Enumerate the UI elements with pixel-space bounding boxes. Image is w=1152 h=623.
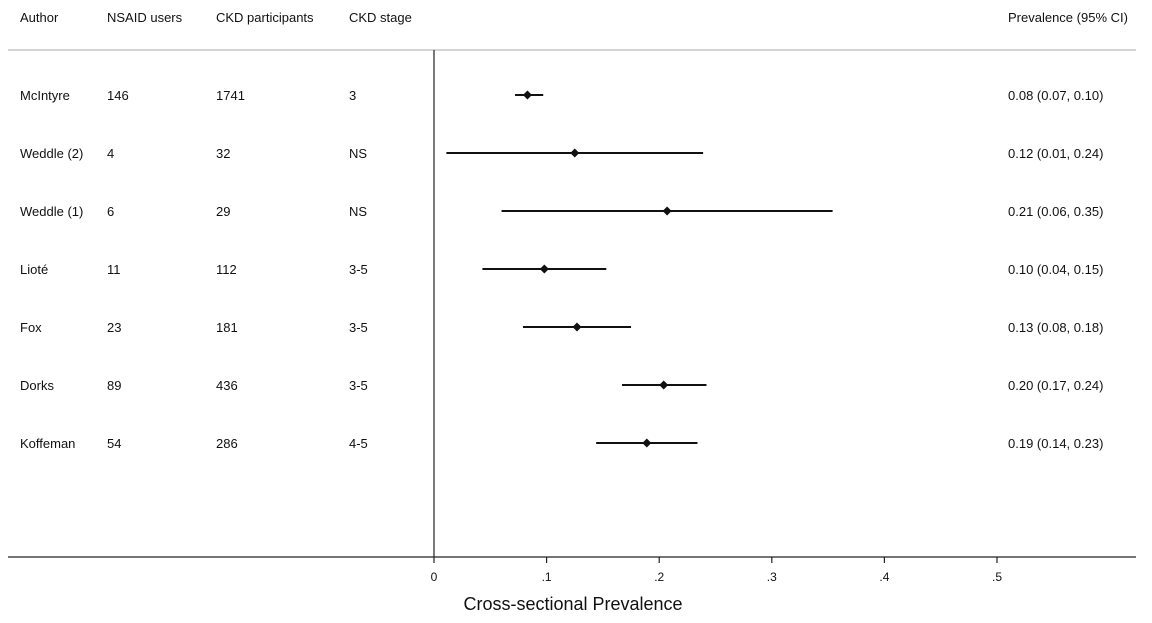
study-row: Koffeman 54 286 4-5 0.19 (0.14, 0.23): [20, 436, 1103, 451]
header-ckd-participants: CKD participants: [216, 10, 314, 25]
x-tick-label: 0: [431, 570, 438, 584]
estimate-point: [642, 438, 652, 448]
study-row: Weddle (2) 4 32 NS 0.12 (0.01, 0.24): [20, 146, 1103, 161]
ckd-participants-cell: 29: [216, 204, 230, 219]
study-row: Dorks 89 436 3-5 0.20 (0.17, 0.24): [20, 378, 1103, 393]
nsaid-users-cell: 23: [107, 320, 121, 335]
x-axis-ticks: 0 .1 .2 .3 .4 .5: [431, 557, 1002, 584]
prevalence-ci-label: 0.21 (0.06, 0.35): [1008, 204, 1103, 219]
ckd-participants-cell: 436: [216, 378, 238, 393]
prevalence-ci-label: 0.10 (0.04, 0.15): [1008, 262, 1103, 277]
header-ckd-stage: CKD stage: [349, 10, 412, 25]
author-cell: Lioté: [20, 262, 48, 277]
x-tick-label: .3: [767, 570, 777, 584]
column-headers: Author NSAID users CKD participants CKD …: [20, 10, 1128, 25]
estimate-point: [570, 148, 580, 158]
ckd-stage-cell: 3-5: [349, 262, 368, 277]
prevalence-ci-label: 0.19 (0.14, 0.23): [1008, 436, 1103, 451]
study-row: McIntyre 146 1741 3 0.08 (0.07, 0.10): [20, 88, 1103, 103]
nsaid-users-cell: 146: [107, 88, 129, 103]
ckd-participants-cell: 32: [216, 146, 230, 161]
study-rows: McIntyre 146 1741 3 0.08 (0.07, 0.10) Weddle …: [20, 88, 1103, 451]
study-row: Fox 23 181 3-5 0.13 (0.08, 0.18): [20, 320, 1103, 335]
author-cell: McIntyre: [20, 88, 70, 103]
ckd-stage-cell: 3-5: [349, 378, 368, 393]
ckd-participants-cell: 286: [216, 436, 238, 451]
ckd-stage-cell: NS: [349, 204, 367, 219]
prevalence-ci-label: 0.13 (0.08, 0.18): [1008, 320, 1103, 335]
ckd-participants-cell: 112: [216, 262, 237, 277]
prevalence-ci-label: 0.12 (0.01, 0.24): [1008, 146, 1103, 161]
nsaid-users-cell: 11: [107, 262, 121, 277]
x-axis-label: Cross-sectional Prevalence: [463, 594, 682, 614]
header-nsaid-users: NSAID users: [107, 10, 183, 25]
ckd-stage-cell: 3-5: [349, 320, 368, 335]
x-tick-label: .1: [542, 570, 552, 584]
ckd-stage-cell: 4-5: [349, 436, 368, 451]
x-tick-label: .4: [879, 570, 889, 584]
estimate-point: [572, 322, 582, 332]
nsaid-users-cell: 6: [107, 204, 114, 219]
estimate-point: [662, 206, 672, 216]
ckd-stage-cell: 3: [349, 88, 356, 103]
x-tick-label: .2: [654, 570, 664, 584]
nsaid-users-cell: 89: [107, 378, 121, 393]
estimate-point: [522, 90, 532, 100]
estimate-point: [539, 264, 549, 274]
author-cell: Koffeman: [20, 436, 75, 451]
header-prevalence: Prevalence (95% CI): [1008, 10, 1128, 25]
ckd-participants-cell: 181: [216, 320, 238, 335]
nsaid-users-cell: 54: [107, 436, 121, 451]
prevalence-ci-label: 0.20 (0.17, 0.24): [1008, 378, 1103, 393]
study-row: Weddle (1) 6 29 NS 0.21 (0.06, 0.35): [20, 204, 1103, 219]
estimate-point: [659, 380, 669, 390]
prevalence-ci-label: 0.08 (0.07, 0.10): [1008, 88, 1103, 103]
author-cell: Weddle (1): [20, 204, 83, 219]
ckd-participants-cell: 1741: [216, 88, 245, 103]
author-cell: Weddle (2): [20, 146, 83, 161]
ckd-stage-cell: NS: [349, 146, 367, 161]
nsaid-users-cell: 4: [107, 146, 114, 161]
header-author: Author: [20, 10, 59, 25]
study-row: Lioté 11 112 3-5 0.10 (0.04, 0.15): [20, 262, 1103, 277]
x-tick-label: .5: [992, 570, 1002, 584]
author-cell: Dorks: [20, 378, 54, 393]
author-cell: Fox: [20, 320, 42, 335]
